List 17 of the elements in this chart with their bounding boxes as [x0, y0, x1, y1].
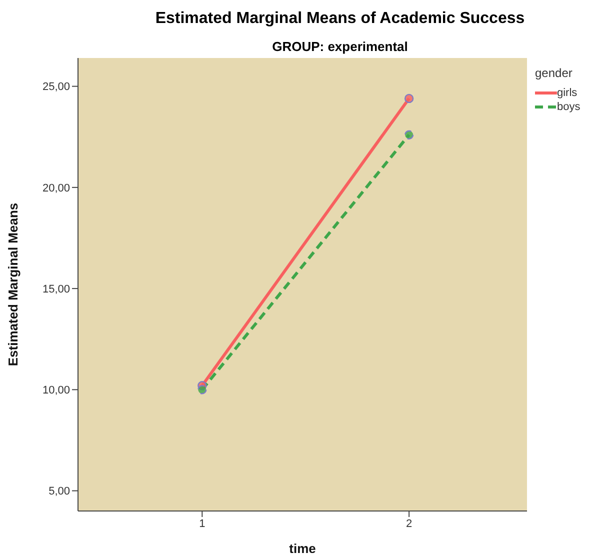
point — [198, 385, 207, 394]
y-tick-label: 20,00 — [42, 182, 70, 194]
point — [404, 130, 414, 140]
chart-title: Estimated Marginal Means of Academic Success — [154, 10, 526, 28]
chart-subtitle: GROUP: experimental — [271, 39, 409, 54]
point — [404, 94, 414, 104]
y-tick-label: 25,00 — [42, 81, 70, 94]
legend-label: boys — [557, 101, 580, 113]
legend-label: girls — [557, 87, 578, 99]
x-axis-title: time — [289, 541, 316, 556]
y-tick-label: 15,00 — [42, 283, 70, 296]
x-tick-label: 1 — [199, 518, 206, 530]
y-tick-label: 5,00 — [48, 486, 70, 498]
legend-title: gender — [535, 66, 574, 80]
y-tick-label: 10,00 — [42, 384, 70, 397]
y-axis-title: Estimated Marginal Means — [6, 202, 21, 366]
x-tick-label: 2 — [406, 518, 412, 530]
